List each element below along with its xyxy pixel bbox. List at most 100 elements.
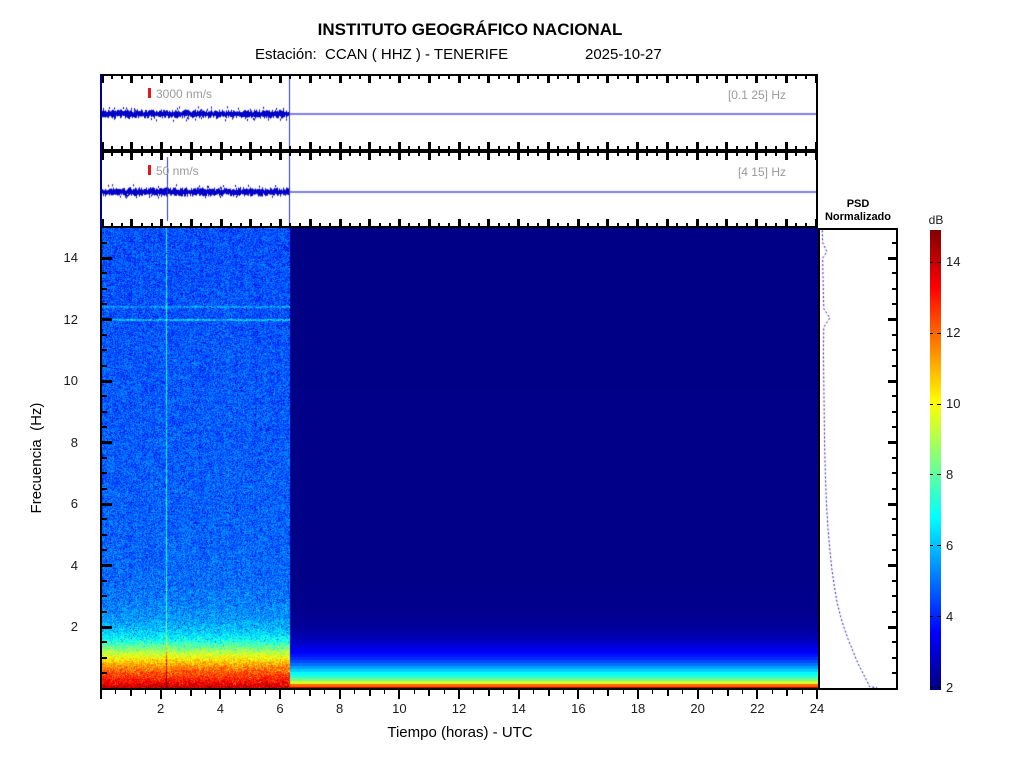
tick-mark [189, 219, 193, 226]
tick-mark [652, 690, 654, 694]
tick-mark [596, 146, 599, 149]
tick-mark [418, 223, 421, 226]
tick-mark [745, 223, 748, 226]
psd-panel [818, 228, 898, 690]
tick-mark [576, 76, 580, 83]
tick-mark [279, 142, 282, 149]
seismogram-strip-filtered: 50 nm/s [4 15] Hz [100, 151, 818, 228]
tick-mark [497, 146, 500, 149]
tick-mark [576, 153, 580, 160]
tick-mark [102, 426, 107, 429]
tick-mark [507, 153, 510, 156]
tick-mark [537, 76, 540, 79]
tick-mark [596, 76, 599, 79]
tick-mark [775, 76, 778, 79]
x-axis-ticks [100, 690, 821, 702]
tick-mark [586, 76, 589, 79]
tick-mark [467, 153, 470, 156]
tick-mark [110, 153, 113, 156]
tick-mark [130, 219, 134, 226]
tick-mark [448, 146, 451, 149]
tick-mark [329, 223, 332, 226]
tick-mark [219, 76, 223, 83]
tick-mark [805, 146, 808, 149]
x-tick-label: 22 [750, 701, 765, 716]
tick-mark [100, 219, 104, 226]
tick-mark [626, 223, 629, 226]
tick-mark [219, 690, 222, 699]
tick-mark [438, 153, 441, 156]
tick-mark [239, 153, 242, 156]
tick-mark [686, 153, 689, 156]
tick-mark [930, 332, 933, 334]
tick-mark [210, 153, 213, 156]
tick-mark [269, 153, 272, 156]
tick-mark [120, 146, 123, 149]
tick-mark [289, 153, 292, 156]
y-tick-label: 14 [63, 250, 78, 265]
tick-mark [102, 472, 107, 475]
tick-mark [180, 76, 183, 79]
station-subtitle: Estación: CCAN ( HHZ ) - TENERIFE [255, 46, 509, 63]
tick-mark [622, 690, 624, 694]
tick-mark [102, 241, 107, 244]
tick-mark [102, 441, 112, 444]
tick-mark [140, 223, 143, 226]
y-tick-label: 8 [70, 434, 78, 450]
spectrogram-panel [100, 228, 818, 690]
tick-mark [368, 153, 372, 160]
tick-mark [725, 153, 729, 160]
tick-mark [269, 146, 272, 149]
tick-mark [755, 142, 758, 149]
tick-mark [140, 146, 143, 149]
colorbar-tick-label: 4 [946, 608, 954, 624]
tick-mark [517, 219, 520, 226]
tick-mark [775, 146, 778, 149]
tick-mark [140, 76, 143, 79]
tick-mark [378, 153, 381, 156]
tick-mark [665, 219, 669, 226]
tick-mark [358, 223, 361, 226]
tick-mark [358, 76, 361, 79]
tick-mark [102, 395, 107, 398]
tick-mark [801, 690, 803, 694]
tick-mark [937, 545, 941, 547]
tick-mark [892, 364, 896, 367]
tick-mark [368, 142, 372, 149]
tick-mark [517, 690, 520, 699]
tick-mark [150, 223, 153, 226]
tick-mark [102, 456, 107, 459]
tick-mark [930, 261, 933, 263]
tick-mark [487, 219, 491, 226]
tick-mark [338, 76, 342, 83]
tick-mark [319, 76, 322, 79]
tick-mark [888, 564, 896, 567]
tick-mark [666, 690, 669, 696]
x-tick-label: 2 [157, 701, 165, 716]
tick-mark [892, 426, 896, 429]
tick-mark [413, 690, 415, 694]
tick-mark [438, 76, 441, 79]
tick-mark [299, 223, 302, 226]
x-tick-label: 6 [276, 701, 284, 716]
tick-mark [517, 153, 520, 160]
tick-mark [102, 333, 107, 336]
tick-mark [646, 223, 649, 226]
tick-mark [892, 533, 896, 536]
tick-mark [140, 153, 143, 156]
tick-mark [527, 223, 530, 226]
tick-mark [145, 690, 147, 694]
tick-mark [249, 142, 253, 149]
tick-mark [892, 333, 896, 336]
tick-mark [427, 153, 431, 160]
tick-mark [102, 272, 107, 275]
y-tick-label: 12 [63, 311, 78, 327]
tick-mark [567, 146, 570, 149]
tick-mark [448, 76, 451, 79]
tick-mark [715, 146, 718, 149]
tick-mark [308, 153, 312, 160]
tick-mark [636, 153, 639, 160]
tick-mark [289, 146, 292, 149]
tick-mark [448, 153, 451, 156]
tick-mark [329, 146, 332, 149]
